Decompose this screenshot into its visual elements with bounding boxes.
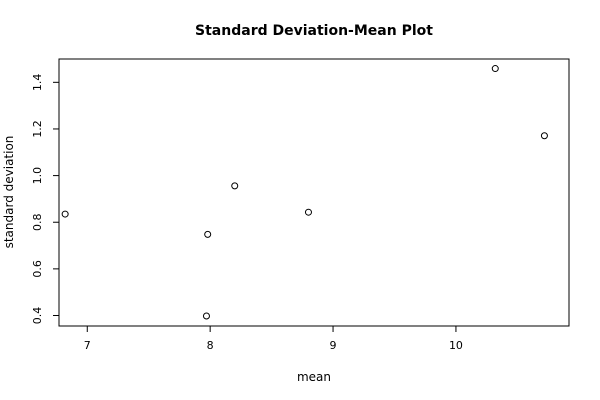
y-tick-label: 1.2 xyxy=(31,120,44,138)
x-tick-label: 9 xyxy=(330,339,337,352)
y-tick-label: 0.4 xyxy=(31,307,44,325)
data-points xyxy=(61,65,548,320)
plot-frame xyxy=(58,58,570,327)
data-point xyxy=(61,210,69,218)
y-tick-label: 1.4 xyxy=(31,74,44,92)
y-tick-label: 0.6 xyxy=(31,260,44,278)
chart-title: Standard Deviation-Mean Plot xyxy=(195,23,433,39)
data-point xyxy=(304,208,312,216)
data-point xyxy=(540,132,548,140)
x-tick-label: 7 xyxy=(84,339,91,352)
data-point xyxy=(202,312,210,320)
data-point xyxy=(231,182,239,190)
y-tick-label: 1.0 xyxy=(31,167,44,185)
x-axis-label: mean xyxy=(297,370,331,384)
x-tick-label: 8 xyxy=(207,339,214,352)
x-axis: 7 8 9 10 xyxy=(84,325,463,352)
data-point xyxy=(491,65,499,73)
data-point xyxy=(204,230,212,238)
y-axis: 0.4 0.6 0.8 1.0 1.2 1.4 xyxy=(31,74,60,325)
x-tick-label: 10 xyxy=(449,339,463,352)
y-axis-label: standard deviation xyxy=(2,136,16,249)
y-tick-label: 0.8 xyxy=(31,213,44,231)
